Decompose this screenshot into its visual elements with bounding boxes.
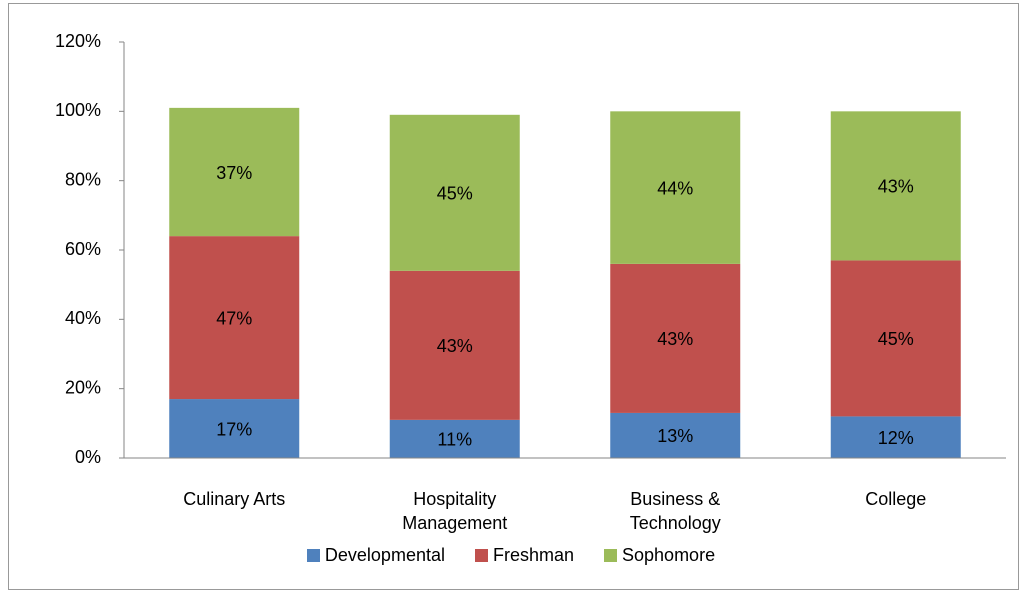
bar-segment <box>830 416 961 458</box>
data-label: 11% <box>437 430 472 450</box>
data-label: 43% <box>437 336 473 356</box>
y-tick-label: 80% <box>65 169 101 189</box>
legend-swatch <box>306 549 320 562</box>
bar-segment <box>169 236 300 400</box>
legend-label: Freshman <box>492 545 575 565</box>
data-label: 45% <box>437 184 473 204</box>
data-label: 47% <box>216 308 252 328</box>
legend-swatch <box>474 549 488 562</box>
y-tick-label: 40% <box>65 308 101 328</box>
bar-segment <box>830 111 961 261</box>
data-label: 43% <box>657 329 693 349</box>
x-tick-label: College <box>865 489 927 509</box>
y-tick-label: 0% <box>75 447 101 467</box>
legend-item: Sophomore <box>604 545 715 566</box>
y-tick-label: 120% <box>55 31 101 51</box>
bar-segment <box>169 107 300 237</box>
data-label: 44% <box>657 178 693 198</box>
y-tick-label: 60% <box>65 239 101 259</box>
legend-swatch <box>604 549 618 562</box>
data-label: 43% <box>878 177 914 197</box>
x-tick-label: Hospitality Management <box>402 489 508 533</box>
x-tick-label: Culinary Arts <box>183 489 286 509</box>
bar-segment <box>169 399 300 458</box>
y-tick-label: 100% <box>55 100 101 120</box>
legend-item: Developmental <box>306 545 445 566</box>
bar-segment <box>610 412 741 458</box>
data-label: 13% <box>657 426 693 446</box>
bar-segment <box>389 270 520 420</box>
y-tick-label: 20% <box>65 377 101 397</box>
data-label: 12% <box>878 428 914 448</box>
bar-segment <box>830 260 961 417</box>
x-tick-label: Business & Technology <box>629 489 721 533</box>
legend-label: Developmental <box>324 545 445 565</box>
data-label: 37% <box>216 163 252 183</box>
legend: Developmental Freshman Sophomore <box>0 545 1022 566</box>
legend-label: Sophomore <box>622 545 716 565</box>
bar-segment <box>389 419 520 458</box>
data-label: 17% <box>216 419 252 439</box>
bar-segment <box>389 114 520 271</box>
legend-item: Freshman <box>474 545 575 566</box>
data-label: 45% <box>878 329 914 349</box>
bar-segment <box>610 263 741 413</box>
bar-segment <box>610 111 741 264</box>
